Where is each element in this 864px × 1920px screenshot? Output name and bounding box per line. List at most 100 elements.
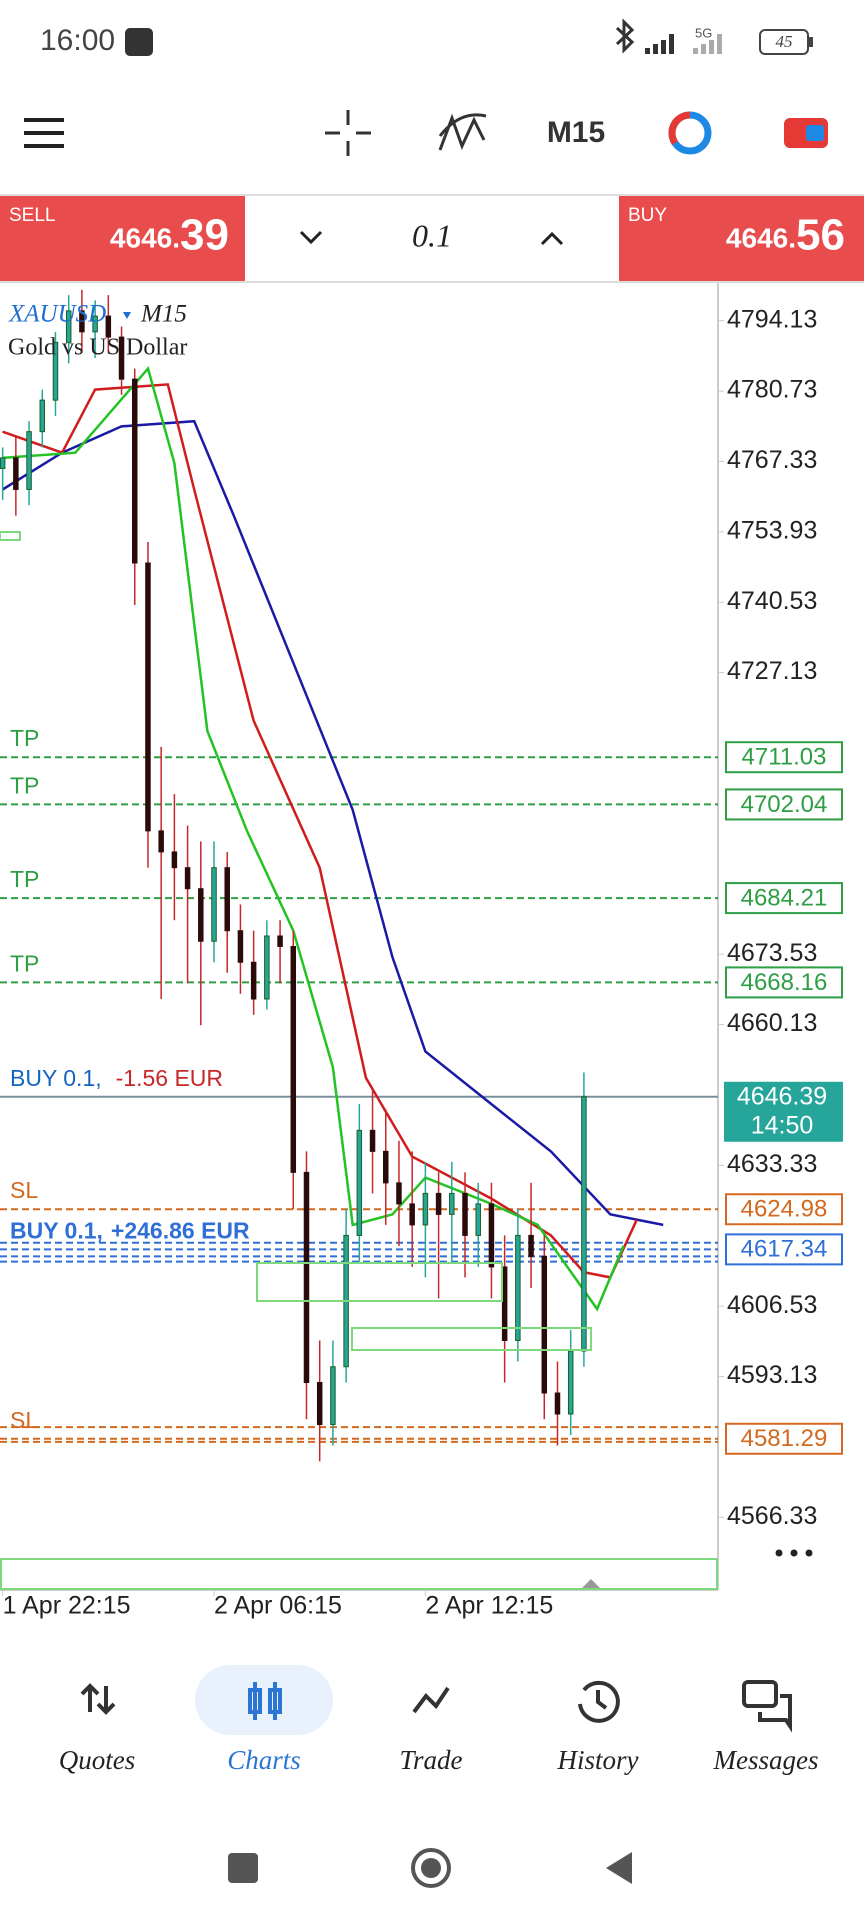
candle-body [316, 1381, 323, 1426]
level-label[interactable]: BUY 0.1, +246.86 EUR [10, 1217, 250, 1243]
recents-button[interactable] [228, 1853, 258, 1883]
level-price-box [725, 1422, 843, 1455]
timeframe-button[interactable]: M15 [547, 116, 605, 149]
moving-average [1, 419, 664, 1227]
volume-down[interactable] [299, 230, 323, 245]
candle-body [198, 888, 204, 942]
scroll-marker[interactable] [582, 1579, 600, 1588]
candle-body [250, 961, 257, 1000]
level-profit: +246.86 EUR [111, 1217, 250, 1243]
candle-body [303, 1171, 310, 1383]
zone-box [351, 1327, 592, 1351]
y-tick-label: 4660.13 [727, 1009, 817, 1037]
symbol[interactable]: XAUUSD [8, 301, 106, 328]
zone-box [0, 1558, 718, 1590]
messages-icon [742, 1680, 792, 1733]
home-button-dot [421, 1858, 441, 1878]
candle-body [541, 1255, 548, 1394]
symbol-dropdown[interactable] [123, 312, 131, 319]
level-label[interactable]: TP [10, 950, 39, 976]
level-name: BUY 0.1, [10, 1217, 103, 1243]
volume[interactable]: 0.1 [412, 217, 452, 253]
candle-body [39, 399, 46, 433]
back-button[interactable] [606, 1852, 632, 1884]
candle-body [488, 1203, 495, 1268]
candle-body [65, 310, 72, 343]
y-tick-label: 4727.13 [727, 657, 817, 685]
y-tick-label: 4633.33 [727, 1150, 817, 1178]
zone-box [0, 531, 21, 541]
indicators-button[interactable] [438, 113, 487, 151]
level-name: TP [10, 866, 39, 892]
candle-body [105, 315, 112, 338]
bid-box [724, 1081, 843, 1142]
nav-tab[interactable]: Messages [713, 1745, 819, 1775]
y-tick-label: 4673.53 [727, 939, 817, 967]
position-label[interactable]: BUY 0.1, -1.56 EUR [10, 1065, 223, 1091]
level-name: TP [10, 773, 39, 799]
moving-average [2, 383, 638, 1279]
moving-average [2, 366, 625, 1312]
y-tick-label: 4740.53 [727, 587, 817, 615]
candle-body [554, 1392, 561, 1415]
crosshair-button[interactable] [325, 110, 371, 156]
y-tick-label: 4794.13 [727, 305, 817, 333]
level-price-box [725, 788, 843, 821]
y-tick-label: 4566.33 [727, 1502, 817, 1530]
level-label[interactable]: SL [10, 1407, 38, 1433]
level-price: 4702.04 [741, 791, 828, 818]
candle-body [13, 457, 19, 490]
candle-body [264, 935, 270, 1000]
nav-tab[interactable]: Quotes [59, 1745, 136, 1775]
candle-body [383, 1150, 389, 1184]
level-price: 4711.03 [742, 744, 827, 771]
buy-price-main: 4646. [726, 222, 796, 253]
level-label[interactable]: TP [10, 725, 39, 751]
symbol-description: Gold vs US Dollar [8, 335, 187, 361]
x-tick-label: 2 Apr 12:15 [425, 1592, 553, 1620]
more-button[interactable] [775, 1549, 813, 1557]
buy-price-big: 56 [796, 211, 845, 260]
candle-body [581, 1096, 587, 1352]
candle-body [396, 1182, 402, 1205]
nav-tab[interactable]: Trade [399, 1745, 462, 1775]
bottom-nav: Quotes Charts Trade History Messages [59, 1745, 819, 1775]
home-button[interactable] [411, 1848, 451, 1888]
level-price: 4624.98 [741, 1196, 828, 1223]
battery-level: 45 [776, 32, 793, 51]
candle-body [567, 1350, 574, 1415]
candle-body [79, 310, 85, 333]
candle-body [515, 1234, 521, 1341]
level-price: 4668.16 [741, 969, 828, 996]
active-tab-highlight [195, 1665, 333, 1735]
sell-price-big: 39 [180, 211, 229, 260]
sell-button[interactable] [0, 196, 245, 282]
volume-up[interactable] [540, 231, 564, 246]
level-label[interactable]: TP [10, 866, 39, 892]
level-price-box [725, 1193, 843, 1226]
level-price: 4617.34 [741, 1236, 828, 1263]
candle-body [475, 1203, 481, 1236]
candle-body [330, 1366, 336, 1426]
buy-button[interactable] [619, 196, 864, 282]
nav-tab[interactable]: History [557, 1745, 639, 1775]
status-icon [125, 28, 153, 56]
battery-tip [809, 37, 813, 47]
y-tick-label: 4593.13 [727, 1361, 817, 1389]
sell-price-main: 4646. [110, 222, 180, 253]
candle-body [171, 851, 178, 869]
level-label[interactable]: TP [10, 773, 39, 799]
candle-body [184, 867, 191, 890]
menu-button[interactable] [24, 118, 64, 148]
candle-body [356, 1129, 363, 1236]
position-name: BUY 0.1, [10, 1065, 102, 1091]
level-label[interactable]: SL [10, 1177, 38, 1203]
level-name: SL [10, 1177, 38, 1203]
signal-icon-2 [693, 34, 722, 54]
candle-body [92, 315, 98, 333]
nav-tab[interactable]: Charts [227, 1745, 301, 1775]
level-price: 4684.21 [741, 884, 828, 911]
y-tick-label: 4753.93 [727, 516, 817, 544]
trade-button-arc [668, 111, 691, 145]
